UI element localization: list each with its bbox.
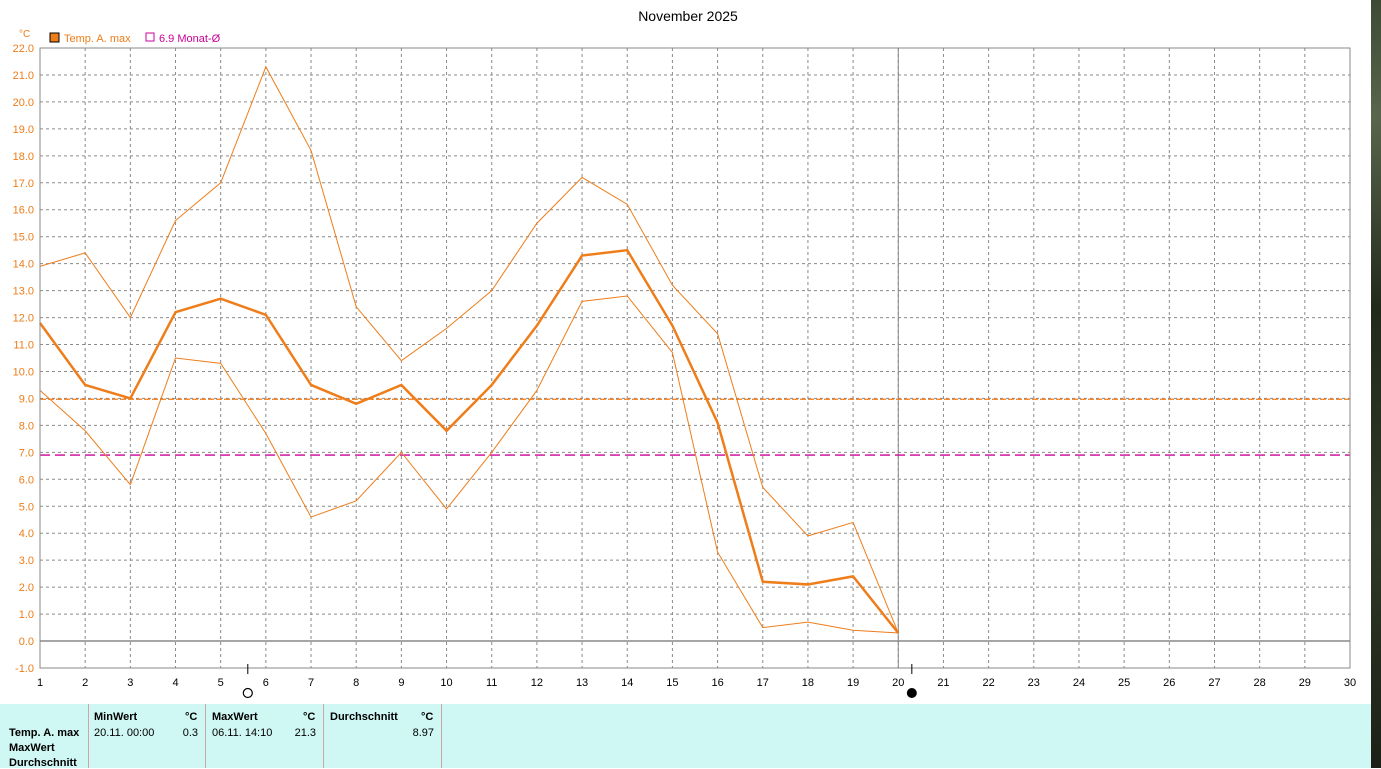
y-tick-label: 18.0 [13,151,34,163]
x-tick-label: 17 [757,677,769,689]
statistics-panel: Temp. A. max MaxWert Durchschnitt MinWer… [0,704,1371,769]
x-tick-label: 26 [1163,677,1175,689]
x-tick-label: 12 [531,677,543,689]
x-tick-label: 21 [937,677,949,689]
y-tick-label: 22.0 [13,43,34,55]
y-tick-label: 5.0 [19,501,34,513]
series-line-mean [38,248,900,634]
y-tick-label: 20.0 [13,97,34,109]
full-moon-icon [906,688,917,698]
x-tick-label: 24 [1073,677,1085,689]
reference-lines [40,398,1350,456]
legend: Temp. A. max 6.9 Monat-Ø [49,32,221,45]
max-unit: °C [303,711,316,723]
max-value: 21.3 [294,727,316,739]
y-tick-label: 7.0 [19,447,34,459]
x-tick-label: 4 [172,677,178,689]
moon-phases [242,664,917,699]
min-time: 20.11. 00:00 [94,727,155,739]
y-axis-ticks: -1.0 0.0 1.0 2.0 3.0 4.0 5.0 6.0 7.0 8.0 9.0 10.0 11… [13,43,34,675]
x-tick-label: 2 [82,677,88,689]
series-lines [38,65,900,634]
y-axis-unit: °C [19,29,30,40]
y-tick-label: 1.0 [19,609,34,621]
plot-frame [39,47,1351,669]
y-tick-label: 14.0 [13,259,34,271]
x-tick-label: 8 [353,677,359,689]
y-tick-label: 4.0 [19,528,34,540]
x-tick-label: 20 [892,677,904,689]
x-tick-label: 7 [308,677,314,689]
y-tick-label: 19.0 [13,124,34,136]
x-tick-label: 30 [1344,677,1356,689]
y-tick-label: 9.0 [19,393,34,405]
x-tick-label: 22 [982,677,994,689]
y-tick-label: 8.0 [19,420,34,432]
y-tick-label: -1.0 [15,663,34,675]
y-tick-label: 0.0 [19,636,34,648]
window-edge [1371,0,1381,768]
stats-row-label-1: Temp. A. max [9,727,80,739]
x-tick-label: 1 [37,677,43,689]
y-tick-label: 21.0 [13,70,34,82]
min-value: 0.3 [182,727,198,739]
avg-header: Durchschnitt [330,711,398,723]
y-tick-label: 13.0 [13,286,34,298]
x-tick-label: 23 [1028,677,1040,689]
y-tick-label: 2.0 [19,582,34,594]
x-tick-label: 28 [1254,677,1266,689]
x-tick-label: 5 [218,677,224,689]
temperature-chart: November 2025 °C Temp. A. max 6.9 Monat-… [13,8,1356,699]
stats-row-label-3: Durchschnitt [9,757,77,769]
max-header: MaxWert [212,711,258,723]
series-line-lower [39,295,899,634]
x-axis-ticks: 1 2 3 4 5 6 7 8 9 10 11 12 13 14 15 16 17 18 19 20 21 22 23 24 2… [37,677,1356,689]
x-tick-label: 3 [127,677,133,689]
stats-row-label-2: MaxWert [9,742,55,754]
x-tick-label: 15 [666,677,678,689]
max-time: 06.11. 14:10 [212,727,273,739]
x-tick-label: 25 [1118,677,1130,689]
x-tick-label: 16 [711,677,723,689]
x-tick-label: 27 [1208,677,1220,689]
y-tick-label: 11.0 [13,340,34,352]
legend-label-temp-max: Temp. A. max [64,33,131,45]
y-tick-label: 12.0 [13,313,34,325]
x-tick-label: 18 [802,677,814,689]
y-tick-label: 3.0 [19,555,34,567]
y-tick-label: 17.0 [13,178,34,190]
avg-value: 8.97 [412,727,434,739]
min-header: MinWert [94,711,138,723]
y-tick-label: 6.0 [19,474,34,486]
legend-label-month-avg: 6.9 Monat-Ø [159,33,221,45]
y-tick-label: 16.0 [13,205,34,217]
x-tick-label: 10 [440,677,452,689]
new-moon-icon [242,687,253,699]
y-tick-label: 15.0 [13,232,34,244]
x-tick-label: 29 [1299,677,1311,689]
legend-swatch-temp-max [49,32,60,43]
x-tick-label: 19 [847,677,859,689]
series-line-upper [39,65,899,634]
x-tick-label: 11 [486,677,497,689]
chart-title: November 2025 [638,8,738,24]
x-tick-label: 14 [621,677,633,689]
legend-swatch-month-avg [145,32,155,42]
x-tick-label: 9 [398,677,404,689]
min-unit: °C [185,711,198,723]
x-tick-label: 13 [576,677,588,689]
avg-unit: °C [421,711,434,723]
x-tick-label: 6 [263,677,269,689]
y-tick-label: 10.0 [13,366,34,378]
